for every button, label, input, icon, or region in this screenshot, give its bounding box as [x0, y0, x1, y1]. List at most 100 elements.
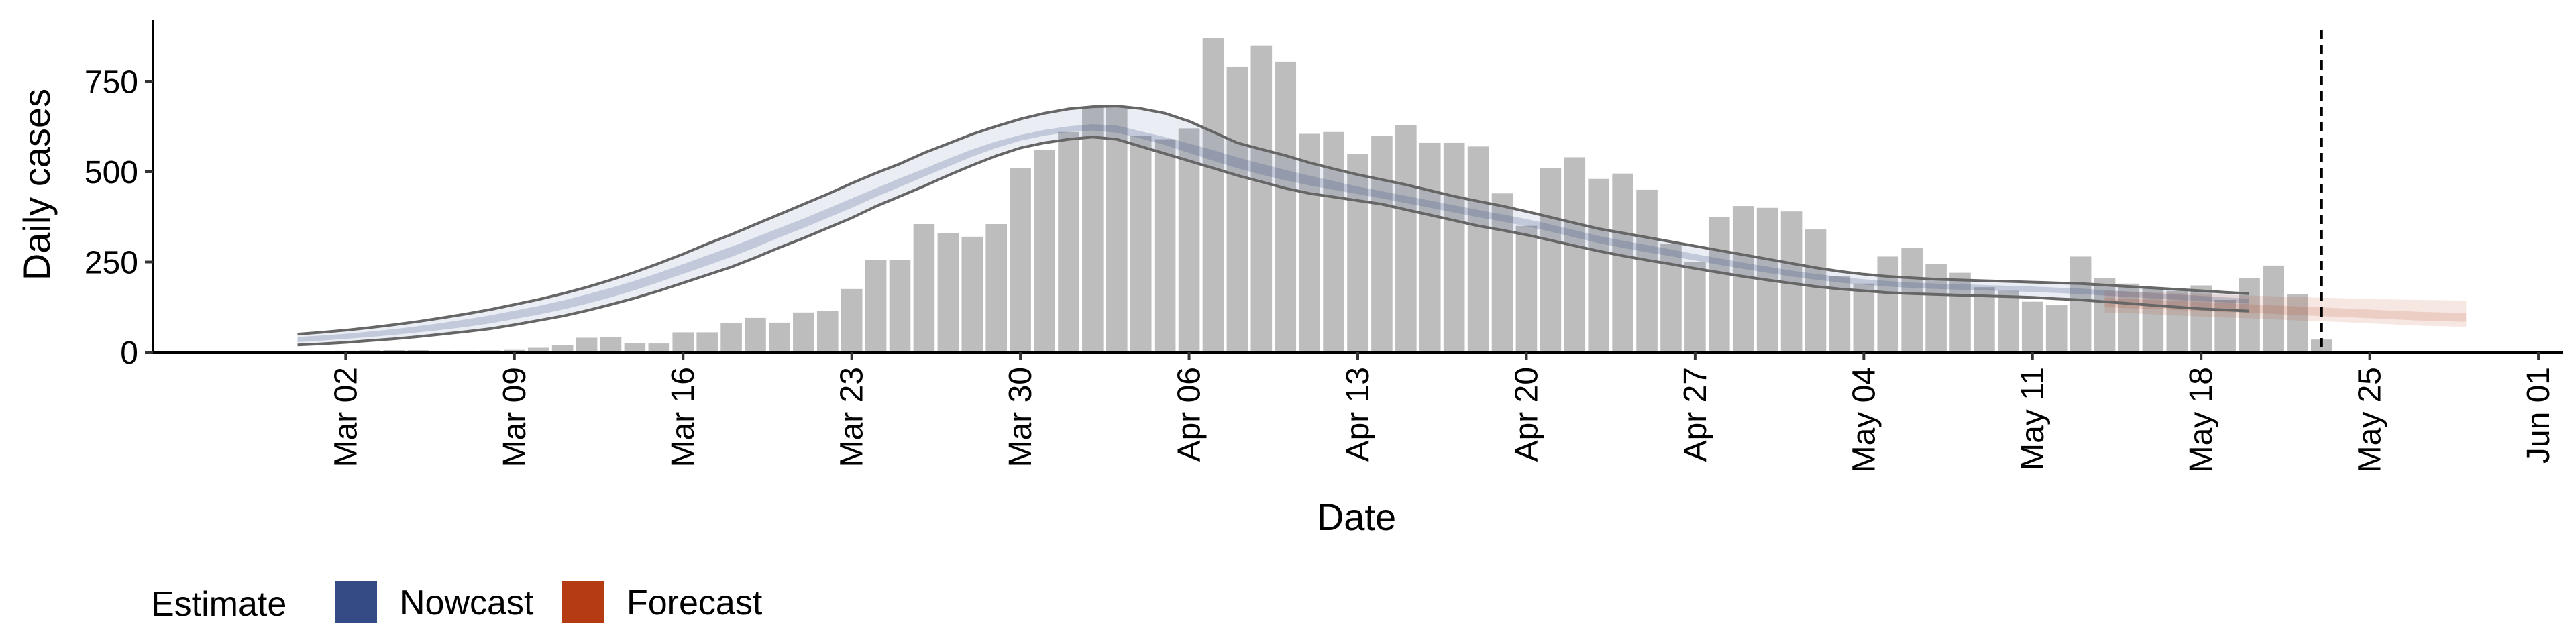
- bar: [696, 332, 718, 352]
- bar: [1034, 150, 1055, 352]
- bar: [1130, 136, 1152, 352]
- bar: [1708, 217, 1730, 352]
- bar: [1226, 66, 1248, 353]
- bar: [1564, 157, 1586, 352]
- bar: [2021, 301, 2043, 352]
- x-tick-label: Apr 13: [1340, 367, 1376, 462]
- x-tick-label: Mar 16: [665, 367, 701, 467]
- bar: [600, 337, 622, 352]
- bar: [1901, 247, 1923, 352]
- bar: [1998, 290, 2019, 352]
- bar: [937, 233, 959, 352]
- bar: [1612, 173, 1633, 352]
- x-axis-title: Date: [1317, 496, 1396, 538]
- bar: [527, 347, 549, 352]
- y-axis-title: Daily cases: [15, 89, 58, 280]
- bar: [745, 317, 766, 352]
- bar: [1491, 193, 1513, 352]
- x-tick-label: Mar 23: [835, 367, 870, 467]
- legend: Estimate Nowcast Forecast: [151, 581, 763, 624]
- x-tick-label: Mar 09: [497, 367, 533, 467]
- y-tick-label: 0: [120, 335, 138, 371]
- bar: [1419, 142, 1441, 352]
- bar: [1949, 272, 1971, 352]
- x-tick-label: Mar 30: [1003, 367, 1038, 467]
- x-tick-label: Mar 02: [328, 367, 364, 467]
- bar: [672, 332, 694, 352]
- bar: [913, 223, 935, 352]
- bar: [720, 323, 742, 352]
- bar: [793, 312, 814, 352]
- bar: [503, 349, 525, 352]
- bar: [1805, 229, 1827, 352]
- legend-label-nowcast: Nowcast: [400, 584, 534, 623]
- bar: [1154, 139, 1176, 352]
- bar: [769, 322, 790, 352]
- bar: [1010, 168, 1031, 352]
- x-tick-label: Apr 27: [1678, 367, 1713, 462]
- bar: [1515, 225, 1538, 352]
- bar: [1588, 178, 1610, 352]
- nowcast-band-50: [297, 124, 2249, 342]
- x-tick-label: May 11: [2015, 367, 2051, 470]
- bar: [985, 223, 1008, 352]
- x-tick-label: Jun 01: [2521, 367, 2557, 464]
- nowcast-upper-edge: [297, 105, 2250, 336]
- bar: [1877, 256, 1899, 352]
- bar: [1250, 45, 1273, 353]
- legend-swatch-forecast: [562, 581, 604, 623]
- bar: [2166, 290, 2188, 352]
- bar: [2045, 305, 2068, 352]
- axes-layer: 0 250 500 750 Mar 02 Mar 09 Mar 16 Mar 23 Mar 30…: [85, 20, 2563, 472]
- bar: [961, 236, 983, 352]
- legend-title: Estimate: [151, 585, 286, 624]
- y-tick-label: 750: [85, 64, 138, 100]
- nowcast-lower-edge: [297, 136, 2250, 347]
- bar: [841, 288, 863, 352]
- bar: [1925, 264, 1947, 352]
- bar: [2239, 278, 2260, 352]
- forecast-band-90: [2104, 290, 2467, 327]
- band-edges-layer: [297, 105, 2250, 347]
- bar: [865, 260, 887, 352]
- bar: [1178, 128, 1200, 353]
- bar: [1853, 283, 1875, 352]
- legend-items: Nowcast Forecast: [335, 581, 763, 623]
- bar: [2263, 265, 2284, 352]
- bar: [2142, 287, 2164, 352]
- y-tick-label: 500: [85, 155, 138, 191]
- bar: [816, 311, 839, 352]
- bar: [1106, 107, 1128, 352]
- bar: [1202, 38, 1224, 353]
- bar: [624, 343, 646, 352]
- bar: [1974, 287, 1995, 352]
- legend-label-forecast: Forecast: [627, 584, 763, 623]
- legend-swatch-nowcast: [335, 581, 377, 623]
- bar: [1684, 262, 1706, 352]
- x-tick-label: Apr 06: [1172, 367, 1208, 462]
- y-tick-label: 250: [85, 245, 138, 280]
- x-tick-label: Apr 20: [1509, 367, 1544, 462]
- bar: [1323, 131, 1344, 353]
- forecast-band-50: [2104, 298, 2467, 322]
- bar: [889, 260, 911, 352]
- bar: [2118, 283, 2140, 352]
- bar: [1347, 154, 1368, 352]
- bar: [1540, 168, 1562, 352]
- bar: [1275, 61, 1297, 352]
- bar: [1299, 133, 1320, 352]
- bar: [2094, 278, 2116, 352]
- x-tick-label: May 25: [2353, 367, 2388, 472]
- bar: [1082, 107, 1104, 352]
- bar: [2287, 294, 2308, 352]
- bar: [1636, 189, 1658, 352]
- x-tick-label: May 04: [1846, 367, 1882, 472]
- bar: [648, 343, 670, 352]
- bar: [576, 337, 598, 352]
- bar: [1443, 142, 1465, 352]
- bar: [2070, 256, 2092, 352]
- bar: [551, 345, 574, 352]
- bar: [1371, 136, 1393, 352]
- bar: [1732, 206, 1754, 352]
